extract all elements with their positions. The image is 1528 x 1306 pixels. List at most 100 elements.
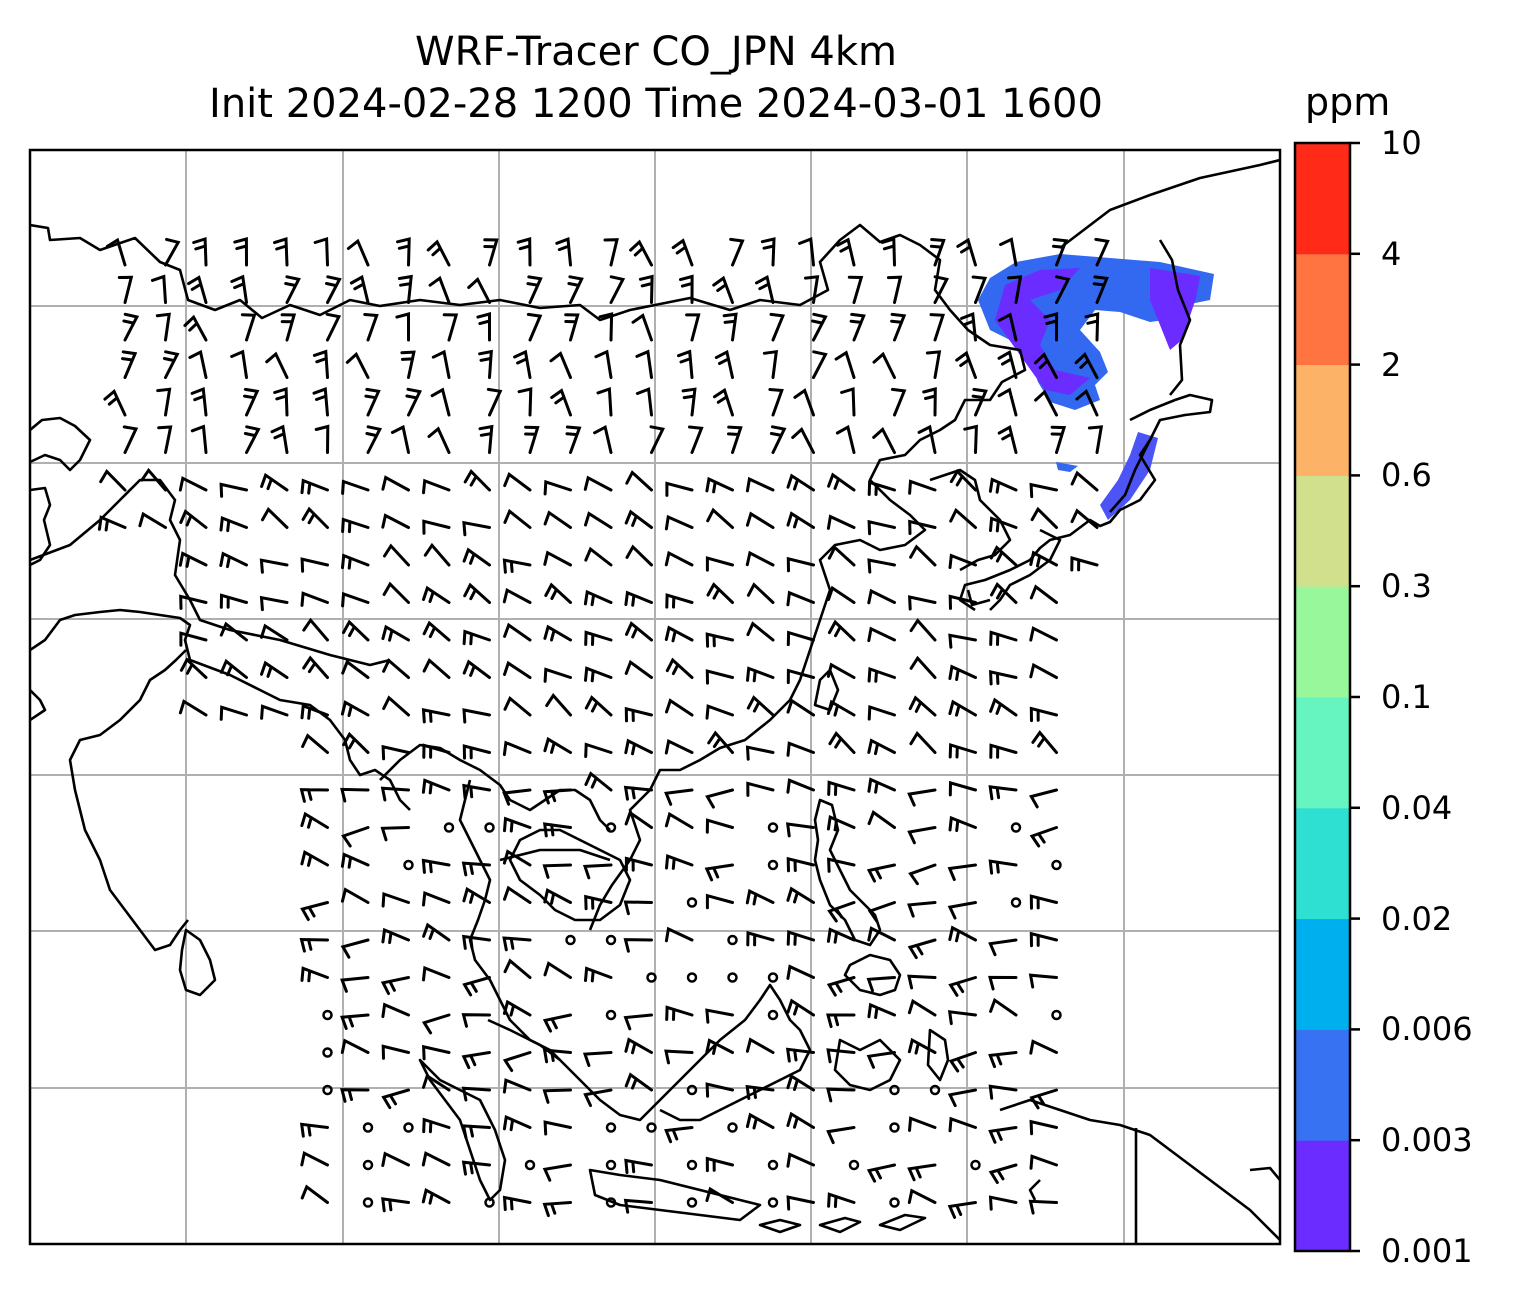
wind-barb: [988, 477, 1018, 494]
wind-barb: [300, 850, 329, 867]
calm-wind-marker: [767, 1159, 779, 1171]
wind-barb: [624, 590, 653, 607]
wind-barb: [461, 934, 491, 950]
wind-barb: [948, 553, 977, 569]
wind-barb: [99, 468, 127, 492]
calm-wind-marker: [484, 1197, 495, 1208]
wind-barb: [624, 810, 653, 829]
wind-barb: [705, 1186, 734, 1204]
wind-barb: [999, 237, 1018, 267]
wind-barb: [949, 507, 977, 529]
wind-barb: [584, 894, 613, 911]
colorbar-swatch: [1295, 475, 1350, 587]
colorbar-tick-label: 0.6: [1381, 456, 1432, 495]
wind-barb: [664, 788, 694, 806]
wind-barb: [1087, 425, 1104, 454]
wind-barb: [706, 582, 734, 604]
wind-barb: [785, 1047, 815, 1063]
wind-barb: [483, 238, 499, 267]
wind-barb: [583, 589, 613, 607]
wind-barb: [960, 311, 977, 342]
wind-barb: [989, 630, 1018, 646]
wind-barb: [400, 350, 416, 379]
wind-barb: [467, 276, 491, 304]
wind-barb: [688, 425, 704, 454]
wind-barb: [922, 387, 937, 417]
wind-barb: [502, 1051, 532, 1072]
wind-barb: [786, 1073, 815, 1092]
calm-wind-marker: [443, 822, 455, 833]
wind-barb: [462, 547, 491, 567]
wind-barb: [786, 1152, 815, 1168]
wind-barb: [1029, 894, 1058, 910]
wind-barb: [624, 1072, 653, 1092]
wind-barb: [314, 424, 330, 454]
wind-barb: [503, 508, 532, 529]
wind-barb: [502, 740, 532, 757]
colorbar-tick-label: 0.003: [1381, 1121, 1473, 1160]
calm-wind-marker: [322, 1009, 333, 1021]
wind-barb: [1007, 275, 1023, 304]
calm-wind-marker: [686, 897, 698, 908]
wind-barb: [422, 478, 451, 495]
wind-barb: [867, 626, 896, 643]
wind-barb: [867, 588, 896, 605]
calm-wind-marker: [767, 859, 779, 871]
wind-barb: [341, 826, 370, 848]
wind-barb: [526, 275, 543, 304]
wind-barb: [947, 863, 977, 881]
wind-barb: [219, 482, 248, 498]
wind-barb: [549, 351, 572, 379]
wind-barb: [1029, 1119, 1058, 1136]
wind-barb: [380, 826, 410, 842]
wind-barb: [769, 312, 786, 342]
wind-barb: [461, 1160, 491, 1176]
wind-barb: [948, 1051, 977, 1073]
wind-barb: [988, 938, 1018, 957]
wind-barb: [909, 544, 937, 567]
colorbar: [1293, 141, 1360, 1253]
wind-barb: [866, 976, 896, 993]
wind-barb: [383, 543, 410, 567]
wind-barb: [624, 738, 653, 756]
wind-barb: [746, 621, 775, 642]
wind-barb: [786, 556, 815, 573]
wind-barb: [956, 237, 977, 267]
wind-barb: [664, 625, 694, 643]
wind-barb: [836, 237, 856, 267]
wind-barb: [584, 771, 613, 792]
wind-barb: [1074, 352, 1099, 379]
wind-barb: [745, 511, 775, 529]
wind-barb: [422, 922, 451, 942]
colorbar-tick-label: 0.006: [1381, 1010, 1473, 1049]
wind-barb: [798, 236, 815, 267]
wind-barb: [397, 274, 413, 304]
wind-barb: [786, 930, 815, 946]
wind-barb: [812, 350, 828, 379]
wind-barb: [284, 275, 301, 304]
wind-barb: [907, 974, 937, 990]
wind-barb: [623, 938, 653, 953]
wind-barb: [793, 388, 815, 417]
wind-barb: [349, 274, 370, 304]
wind-barb: [963, 424, 978, 454]
wind-barb: [502, 1195, 532, 1211]
wind-barb: [584, 546, 613, 567]
wind-barb: [117, 275, 134, 304]
wind-barb: [542, 1013, 572, 1033]
wind-barb: [705, 669, 734, 685]
wind-barb: [1055, 275, 1071, 304]
colorbar-tick-label: 0.001: [1381, 1232, 1473, 1270]
wind-barb: [301, 506, 329, 529]
wind-barb: [762, 349, 779, 379]
calm-wind-marker: [605, 822, 617, 833]
wind-barb: [188, 349, 208, 379]
wind-barb: [705, 704, 734, 720]
wind-barb: [302, 617, 329, 642]
wind-barb: [543, 736, 572, 754]
wind-barb: [341, 553, 370, 570]
wind-barb: [989, 997, 1018, 1017]
wind-barb: [948, 1116, 977, 1133]
wind-barb: [1029, 826, 1058, 848]
wind-barb: [261, 506, 289, 529]
